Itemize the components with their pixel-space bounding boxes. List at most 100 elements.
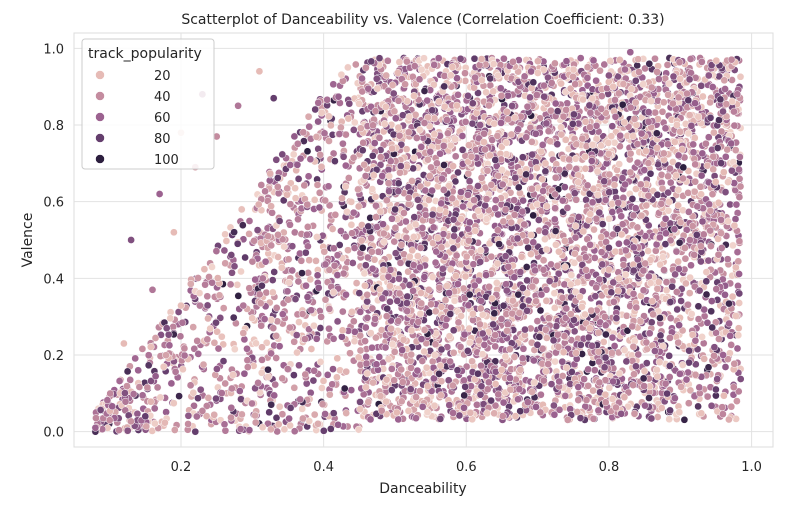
scatter-point (463, 347, 472, 355)
scatter-point (661, 124, 670, 133)
scatter-point (720, 76, 729, 85)
scatter-point (532, 91, 541, 99)
scatter-point (482, 271, 490, 279)
scatter-point (385, 187, 393, 196)
scatter-point (679, 174, 687, 183)
scatter-point (361, 172, 370, 180)
scatter-point (619, 261, 628, 269)
scatter-point (309, 376, 318, 385)
scatter-point (684, 368, 692, 377)
scatter-point (592, 76, 600, 85)
scatter-point (329, 334, 338, 343)
scatter-point (710, 343, 719, 352)
scatter-point (368, 185, 377, 193)
scatter-point (733, 248, 742, 256)
scatter-point (657, 170, 666, 179)
scatter-point (728, 166, 736, 175)
scatter-point (532, 297, 540, 306)
scatter-point (217, 332, 226, 341)
scatter-point (355, 99, 363, 108)
scatter-point (258, 281, 266, 290)
scatter-point (477, 361, 485, 370)
scatter-point (449, 348, 458, 357)
scatter-point (491, 380, 500, 388)
scatter-point (346, 349, 354, 358)
scatter-point (590, 254, 599, 262)
scatter-point (312, 133, 321, 141)
scatter-point (267, 425, 275, 434)
scatter-point (167, 379, 176, 388)
scatter-point (422, 363, 431, 372)
scatter-point (390, 237, 399, 246)
scatter-point (704, 363, 713, 372)
scatter-point (676, 370, 684, 378)
scatter-point (292, 331, 301, 339)
scatter-point (594, 191, 602, 199)
scatter-point (378, 294, 387, 303)
scatter-point (567, 271, 576, 279)
scatter-point (581, 164, 590, 173)
scatter-point (316, 324, 325, 332)
scatter-point (732, 200, 741, 209)
scatter-point (473, 400, 481, 409)
scatter-point (417, 335, 426, 343)
scatter-point (593, 167, 602, 176)
scatter-point (647, 318, 656, 327)
scatter-point (399, 111, 407, 120)
scatter-point (115, 377, 124, 385)
scatter-point (588, 341, 596, 350)
scatter-point (321, 196, 330, 205)
scatter-point (721, 363, 730, 371)
scatter-point (502, 280, 510, 289)
scatter-point (529, 78, 538, 87)
scatter-point (530, 356, 538, 365)
scatter-point (123, 367, 132, 376)
scatter-point (423, 96, 432, 105)
scatter-point (364, 84, 373, 93)
scatter-point (698, 217, 707, 226)
scatter-point (671, 394, 679, 403)
scatter-point (383, 56, 392, 65)
scatter-point (537, 147, 545, 156)
scatter-point (267, 316, 276, 324)
scatter-point (720, 391, 728, 400)
scatter-point (319, 377, 328, 385)
scatter-point (395, 289, 404, 298)
scatter-point (189, 323, 198, 331)
scatter-point (699, 339, 708, 348)
scatter-point (633, 158, 642, 167)
scatter-point (539, 265, 548, 274)
scatter-point (235, 387, 244, 395)
scatter-point (644, 247, 652, 255)
scatter-point (361, 337, 369, 345)
scatter-point (633, 140, 642, 148)
scatter-point (545, 277, 554, 285)
scatter-point (347, 220, 356, 229)
scatter-point (589, 414, 598, 423)
scatter-point (410, 92, 418, 100)
scatter-point (507, 130, 516, 139)
scatter-point (373, 84, 382, 93)
scatter-point (328, 225, 337, 233)
scatter-point (665, 351, 674, 360)
scatter-point (647, 83, 656, 92)
scatter-point (522, 133, 531, 142)
scatter-point (645, 272, 653, 281)
scatter-point (729, 383, 738, 392)
scatter-point (420, 326, 429, 334)
scatter-point (734, 324, 743, 333)
scatter-point (697, 58, 706, 66)
scatter-point (438, 264, 447, 273)
scatter-point (327, 121, 335, 130)
scatter-point (299, 128, 308, 137)
scatter-point (496, 84, 505, 93)
scatter-point (698, 149, 707, 158)
scatter-point (384, 165, 393, 174)
scatter-point (629, 266, 638, 275)
scatter-point (731, 215, 740, 223)
scatter-point (290, 132, 299, 141)
scatter-point (431, 340, 440, 349)
scatter-point (325, 324, 333, 333)
scatter-point (434, 54, 443, 63)
scatter-point (454, 280, 462, 288)
